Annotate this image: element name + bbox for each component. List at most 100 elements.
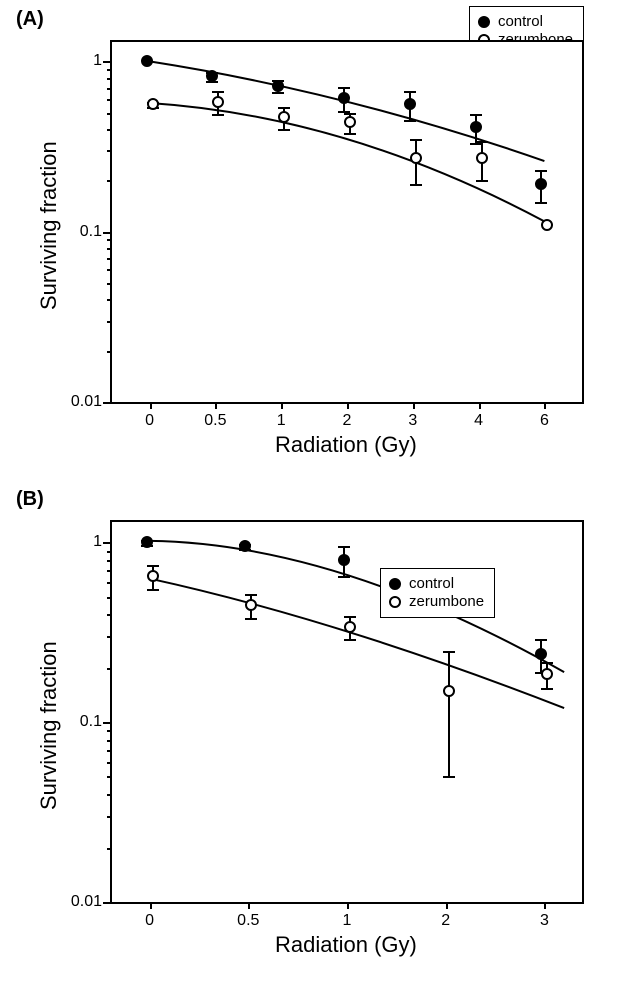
y-minor-tick [107,129,112,131]
y-minor-tick [107,668,112,670]
x-tick-label: 3 [408,412,417,430]
error-cap [535,639,547,641]
control-point [404,98,416,110]
zerumbone-point [443,685,455,697]
zerumbone-point [476,152,488,164]
x-tick-label: 2 [441,912,450,930]
x-tick [347,902,349,909]
panel-b: (B) 00.512310.10.01 control zerumbone Su… [0,480,624,985]
x-tick [281,402,283,409]
panel-a-x-axis-title: Radiation (Gy) [275,432,417,458]
y-minor-tick [107,794,112,796]
panel-b-y-axis-title: Surviving fraction [36,641,62,810]
x-tick-label: 4 [474,412,483,430]
panel-b-x-axis-title: Radiation (Gy) [275,932,417,958]
error-cap [245,618,257,620]
y-minor-tick [107,848,112,850]
panel-a: (A) control zerumbone 00.51234610.10.01 … [0,0,624,480]
filled-circle-icon [389,578,401,590]
error-cap [443,651,455,653]
y-minor-tick [107,351,112,353]
control-point [470,121,482,133]
x-tick-label: 3 [540,912,549,930]
x-tick [347,402,349,409]
zerumbone-point [147,98,159,110]
x-tick-label: 0 [145,912,154,930]
error-cap [338,576,350,578]
y-minor-tick [107,816,112,818]
y-minor-tick [107,560,112,562]
y-minor-tick [107,78,112,80]
control-point [206,70,218,82]
x-tick-label: 6 [540,412,549,430]
y-minor-tick [107,299,112,301]
error-cap [344,113,356,115]
panel-b-legend: control zerumbone [380,568,495,618]
error-cap [443,776,455,778]
y-minor-tick [107,321,112,323]
x-tick [248,902,250,909]
zerumbone-point [410,152,422,164]
panel-a-plot-area: 00.51234610.10.01 [110,40,584,404]
error-cap [147,565,159,567]
zerumbone-point [541,219,553,231]
error-cap [147,589,159,591]
error-cap [278,107,290,109]
control-point [141,55,153,67]
error-cap [344,133,356,135]
error-cap [410,184,422,186]
y-tick-label: 0.01 [62,393,102,411]
x-tick-label: 0.5 [237,912,259,930]
y-minor-tick [107,283,112,285]
x-tick-label: 1 [343,912,352,930]
legend-label: control [409,575,454,593]
error-cap [272,92,284,94]
control-point [141,536,153,548]
y-minor-tick [107,551,112,553]
control-point [535,178,547,190]
x-tick [446,902,448,909]
y-minor-tick [107,180,112,182]
y-minor-tick [107,239,112,241]
legend-item-control: control [478,13,573,31]
panel-a-y-axis-title: Surviving fraction [36,141,62,310]
error-cap [535,170,547,172]
y-minor-tick [107,570,112,572]
error-cap [470,114,482,116]
y-minor-tick [107,776,112,778]
figure-root: (A) control zerumbone 00.51234610.10.01 … [0,0,624,985]
error-cap [404,120,416,122]
x-tick [479,402,481,409]
legend-label: control [498,13,543,31]
error-cap [535,202,547,204]
y-tick [103,61,112,63]
x-tick [544,902,546,909]
error-cap [541,688,553,690]
y-tick [103,902,112,904]
y-tick-label: 1 [62,52,102,70]
y-minor-tick [107,88,112,90]
control-point [535,648,547,660]
y-minor-tick [107,750,112,752]
error-cap [338,546,350,548]
y-minor-tick [107,762,112,764]
y-minor-tick [107,113,112,115]
error-cap [278,129,290,131]
y-tick-label: 0.1 [62,223,102,241]
control-point [239,540,251,552]
x-tick [215,402,217,409]
error-cap [541,662,553,664]
legend-item-zerumbone: zerumbone [389,593,484,611]
y-tick [103,722,112,724]
x-tick-label: 2 [343,412,352,430]
legend-item-control: control [389,575,484,593]
x-tick-label: 0.5 [204,412,226,430]
y-tick-label: 0.01 [62,893,102,911]
y-tick [103,402,112,404]
y-minor-tick [107,636,112,638]
control-point [272,80,284,92]
legend-label: zerumbone [409,593,484,611]
zerumbone-point [212,96,224,108]
y-minor-tick [107,69,112,71]
x-tick [150,402,152,409]
